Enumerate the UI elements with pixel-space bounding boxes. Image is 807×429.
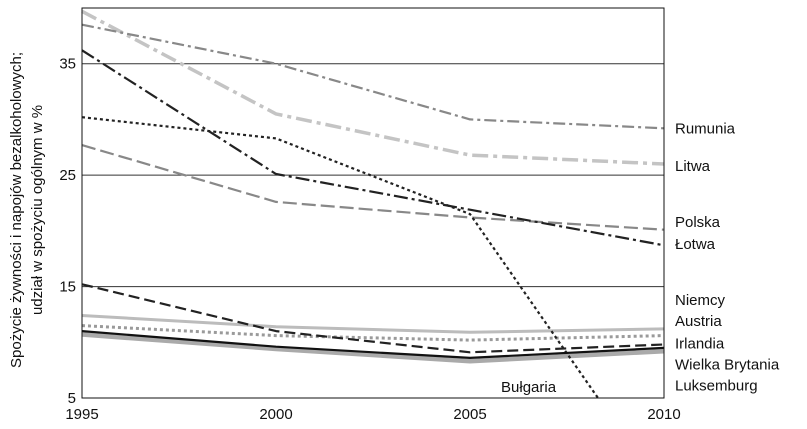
series-end-label: Litwa (675, 158, 711, 175)
tick-labels: 5 15 25 35 1995 2000 2005 2010 (59, 56, 680, 423)
series-line-1 (81, 23, 665, 130)
y-tick-label: 35 (59, 56, 76, 73)
series-end-label: Polska (675, 214, 721, 231)
x-tick-label: 2000 (259, 406, 292, 423)
series-lines (81, 9, 665, 399)
y-tick-label: 15 (59, 279, 76, 296)
x-tick-label: 2010 (647, 406, 680, 423)
series-line-9 (81, 330, 665, 359)
series-line-5 (81, 116, 599, 399)
series-end-labels: Rumunia Litwa Polska Łotwa Niemcy Austria Irla… (675, 120, 780, 394)
series-line-6 (81, 283, 665, 354)
series-line-2 (81, 9, 665, 166)
series-line-7 (81, 314, 665, 334)
y-tick-label: 25 (59, 167, 76, 184)
series-end-label: Austria (675, 313, 722, 330)
y-axis-label-line-1: Spożycie żywności i napojów bezalkoholow… (8, 52, 25, 368)
series-line-3 (81, 144, 665, 231)
x-tick-label: 1995 (65, 406, 98, 423)
series-end-label: Łotwa (675, 236, 716, 253)
annotation-label: Bułgaria (501, 379, 557, 396)
gridlines (82, 63, 664, 288)
annotations: Bułgaria (501, 379, 557, 396)
y-tick-label: 5 (68, 390, 76, 407)
series-end-label: Wielka Brytania (675, 357, 780, 374)
series-line-4 (81, 49, 665, 247)
plot-frame (81, 7, 665, 399)
y-axis-label: Spożycie żywności i napojów bezalkoholow… (8, 52, 46, 368)
series-end-label: Rumunia (675, 120, 736, 137)
series-end-label: Niemcy (675, 292, 726, 309)
series-line-8 (81, 324, 665, 342)
y-axis-label-line-2: udział w spożyciu ogólnym w % (29, 105, 46, 315)
series-line-10 (81, 332, 665, 364)
x-tick-label: 2005 (453, 406, 486, 423)
series-end-label: Irlandia (675, 335, 725, 352)
series-end-label: Luksemburg (675, 378, 758, 395)
